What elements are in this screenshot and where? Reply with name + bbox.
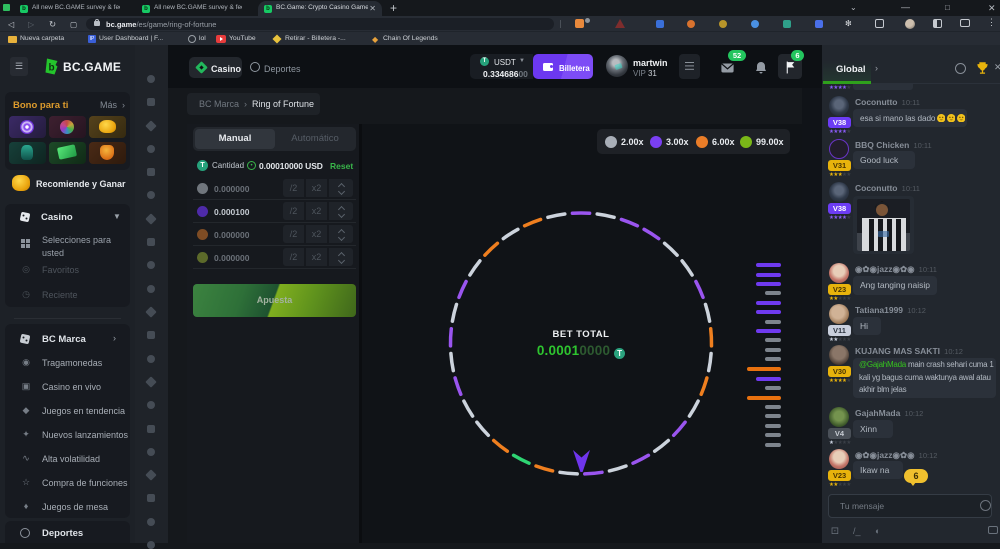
svg-text:b: b xyxy=(49,63,55,74)
